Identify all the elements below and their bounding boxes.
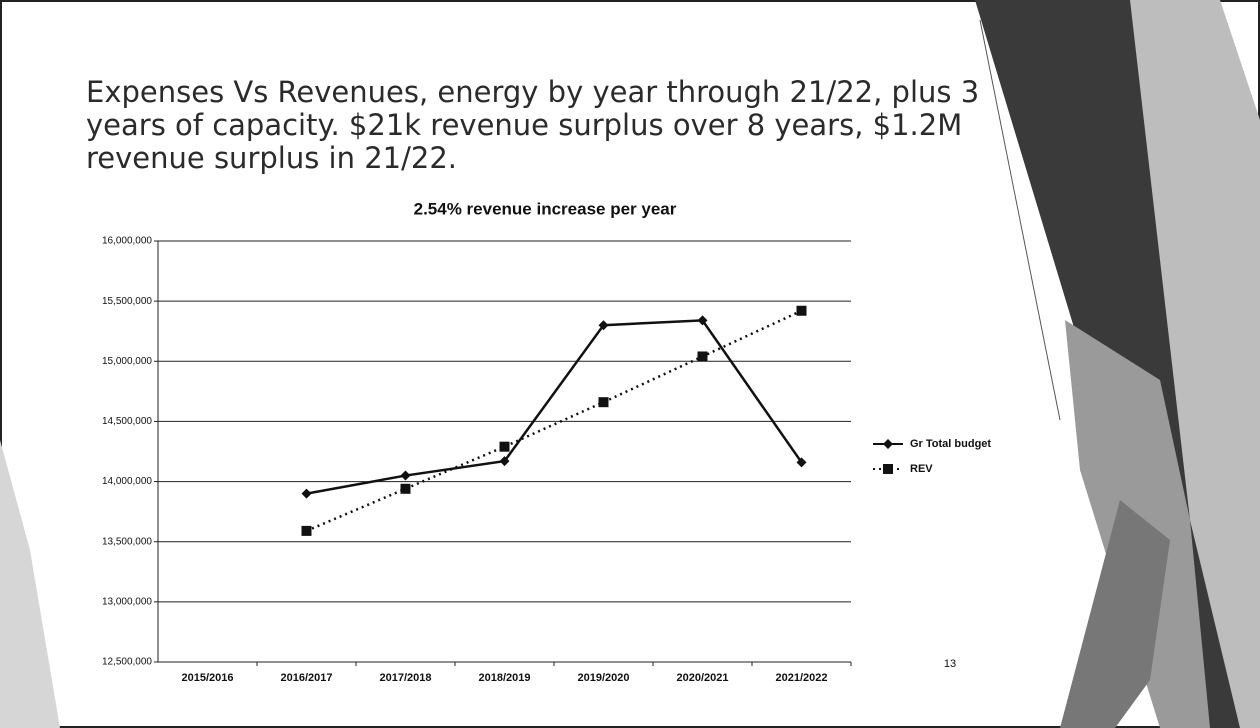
x-tick-label: 2019/2020 xyxy=(578,672,630,684)
y-tick-label: 14,500,000 xyxy=(102,416,152,427)
marker-square xyxy=(698,351,708,361)
marker-square xyxy=(500,442,510,452)
marker-square xyxy=(599,397,609,407)
chart-title: 2.54% revenue increase per year xyxy=(414,199,677,218)
y-tick-label: 12,500,000 xyxy=(102,657,152,668)
slide-title: Expenses Vs Revenues, energy by year thr… xyxy=(86,76,986,175)
slide: {"slide_title": "Expenses Vs Revenues, e… xyxy=(0,0,1260,728)
x-tick-label: 2018/2019 xyxy=(479,672,531,684)
deco-left xyxy=(0,440,60,728)
marker-square xyxy=(302,526,312,536)
y-tick-label: 13,500,000 xyxy=(102,536,152,547)
x-tick-label: 2020/2021 xyxy=(677,672,729,684)
marker-diamond xyxy=(302,489,312,499)
y-tick-label: 14,000,000 xyxy=(102,476,152,487)
y-tick-label: 15,500,000 xyxy=(102,296,152,307)
y-tick-label: 15,000,000 xyxy=(102,356,152,367)
marker-diamond xyxy=(401,471,411,481)
marker-square xyxy=(883,464,893,474)
y-tick-label: 13,000,000 xyxy=(102,596,152,607)
series-line xyxy=(307,320,802,493)
page-number: 13 xyxy=(944,658,956,670)
series-line xyxy=(307,311,802,531)
x-tick-label: 2015/2016 xyxy=(182,672,234,684)
marker-square xyxy=(797,306,807,316)
legend-label: REV xyxy=(910,463,933,475)
y-tick-label: 16,000,000 xyxy=(102,236,152,247)
legend-label: Gr Total budget xyxy=(910,438,991,450)
x-tick-label: 2016/2017 xyxy=(281,672,333,684)
marker-diamond xyxy=(883,439,893,449)
x-tick-label: 2021/2022 xyxy=(776,672,828,684)
x-tick-label: 2017/2018 xyxy=(380,672,432,684)
marker-square xyxy=(401,484,411,494)
